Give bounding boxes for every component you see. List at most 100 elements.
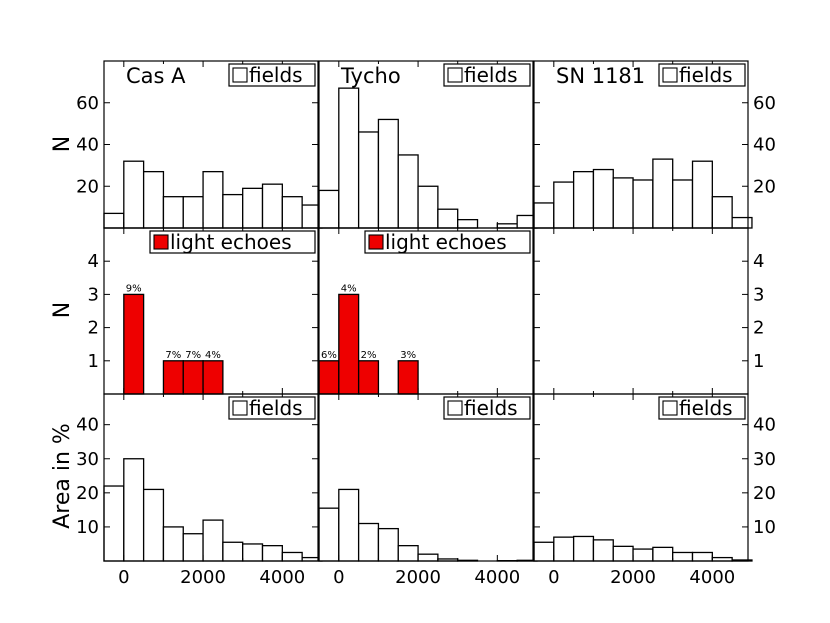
- tycho-area-row-bar: [397, 545, 419, 562]
- sn1181-area-row-bar: [632, 548, 654, 562]
- sn1181-area-row-xtick-label: 4000: [689, 567, 735, 588]
- sn1181-echoes-row-panel: 1 2 3 4: [533, 227, 764, 395]
- sn1181-fields-row-bar: [731, 216, 753, 229]
- cas-a-echoes-row-legend-label: light echoes: [170, 230, 292, 254]
- cas-a-echoes-row-bar: [123, 293, 145, 395]
- sn1181-fields-row-bar: [691, 160, 713, 229]
- tycho-fields-row-bar: [318, 189, 340, 229]
- cas-a-area-row-ytick-label: 40: [76, 415, 99, 436]
- tycho-area-row-bar: [338, 488, 360, 562]
- cas-a-echoes-row-bar-percent-label: 9%: [126, 283, 142, 294]
- sn1181-area-row-bar: [572, 535, 595, 562]
- tycho-area-row-xtick-label: 0: [333, 567, 344, 588]
- row-0-ylabel: N: [50, 136, 75, 152]
- tycho-echoes-row-bar: [357, 360, 380, 395]
- cas-a-fields-row-bar: [103, 212, 125, 229]
- tycho-fields-row-bar: [496, 223, 518, 229]
- cas-a-fields-row-legend-box: [228, 63, 316, 87]
- axis-labels-layer: N N Area in %: [50, 136, 75, 529]
- tycho-area-row-xtick-label: 2000: [395, 567, 441, 588]
- tycho-echoes-row-bar-percent-label: 4%: [341, 283, 357, 294]
- cas-a-fields-row-title: Cas A: [126, 64, 186, 88]
- tycho-area-row-bar: [417, 553, 439, 562]
- cas-a-echoes-row-ytick-label: 2: [88, 318, 99, 339]
- sn1181-fields-row-legend-box: [658, 63, 746, 87]
- sn1181-echoes-row-ytick-label: 3: [753, 284, 764, 305]
- sn1181-area-row-bar: [691, 551, 713, 562]
- sn1181-fields-row-bar: [652, 158, 674, 229]
- tycho-fields-row-bar: [357, 131, 380, 229]
- cas-a-echoes-row-ytick-label: 4: [88, 251, 99, 272]
- sn1181-fields-row-ytick-label: 60: [753, 93, 776, 114]
- cas-a-echoes-row-panel: 9% 7% 7% 4% 1 2 3 4 light echoes: [88, 227, 319, 395]
- cas-a-fields-row-legend-swatch: [232, 67, 248, 83]
- cas-a-echoes-row-bar: [162, 360, 184, 395]
- cas-a-area-row-bar: [123, 458, 145, 562]
- cas-a-area-row-bar: [242, 543, 264, 562]
- sn1181-area-row-bar: [592, 539, 614, 562]
- tycho-fields-row-bar: [338, 87, 360, 229]
- cas-a-area-row-ytick-label: 30: [76, 449, 99, 470]
- tycho-fields-row-bar: [457, 218, 479, 229]
- cas-a-fields-row-ytick-label: 40: [76, 135, 99, 156]
- tycho-area-row-bar: [377, 527, 399, 562]
- sn1181-echoes-row-ytick-label: 2: [753, 318, 764, 339]
- sn1181-area-row-ytick-label: 20: [753, 483, 776, 504]
- cas-a-area-row-bar: [281, 551, 303, 562]
- sn1181-fields-row-bar: [632, 179, 654, 229]
- sn1181-area-row-legend: fields: [658, 396, 746, 420]
- sn1181-echoes-row-frame: [533, 227, 749, 395]
- sn1181-fields-row-title: SN 1181: [556, 64, 645, 88]
- sn1181-fields-row-bar: [612, 177, 634, 229]
- cas-a-area-row-bar: [202, 519, 224, 562]
- cas-a-fields-row-bar: [142, 170, 165, 229]
- sn1181-area-row-ytick-label: 40: [753, 415, 776, 436]
- tycho-area-row-bar: [357, 522, 380, 562]
- tycho-echoes-row-bar-percent-label: 3%: [400, 350, 416, 361]
- tycho-fields-row-bar: [437, 208, 459, 229]
- cas-a-echoes-row-bar: [202, 360, 224, 395]
- sn1181-fields-row-ytick-label: 40: [753, 135, 776, 156]
- cas-a-echoes-row-legend: light echoes: [149, 230, 316, 254]
- cas-a-area-row-legend: fields: [228, 396, 316, 420]
- cas-a-echoes-row-ytick-label: 1: [88, 351, 99, 372]
- sn1181-area-row-panel: 10 20 30 40 0 2000 4000 fields: [533, 393, 776, 588]
- cas-a-echoes-row-bar-percent-label: 7%: [185, 350, 201, 361]
- cas-a-fields-row-panel: 20 40 60 Cas A fields: [76, 60, 323, 229]
- sn1181-area-row-xtick-label: 2000: [610, 567, 656, 588]
- cas-a-fields-row-legend: fields: [228, 63, 316, 87]
- tycho-area-row-panel: 0 2000 4000 fields: [318, 393, 538, 588]
- tycho-area-row-legend: fields: [443, 396, 531, 420]
- sn1181-fields-row-legend-label: fields: [679, 63, 733, 87]
- tycho-echoes-row-panel: 6% 4% 2% 3% light echoes: [318, 227, 534, 395]
- sn1181-area-row-legend-label: fields: [679, 396, 733, 420]
- sn1181-area-row-bar: [533, 541, 555, 562]
- cas-a-area-row-bar: [142, 488, 165, 562]
- cas-a-area-row-bar: [103, 485, 125, 562]
- tycho-fields-row-title: Tycho: [340, 64, 401, 88]
- tycho-echoes-row-legend: light echoes: [364, 230, 531, 254]
- cas-a-area-row-xtick-label: 2000: [180, 567, 226, 588]
- sn1181-fields-row-bar: [592, 168, 614, 229]
- sn1181-fields-row-bar: [672, 179, 694, 229]
- sn1181-echoes-row-ytick-label: 4: [753, 251, 764, 272]
- sn1181-fields-row-legend-swatch: [662, 67, 678, 83]
- cas-a-area-row-legend-swatch: [232, 400, 248, 416]
- cas-a-area-row-bar: [261, 545, 283, 562]
- cas-a-area-row-bar: [182, 533, 204, 562]
- sn1181-fields-row-bar: [711, 196, 733, 229]
- sn1181-fields-row-bar: [533, 202, 555, 229]
- cas-a-echoes-row-legend-box: [149, 230, 316, 254]
- tycho-fields-row-legend-label: fields: [464, 63, 518, 87]
- sn1181-area-row-bar: [672, 551, 694, 562]
- cas-a-fields-row-ytick-label: 60: [76, 93, 99, 114]
- cas-a-area-row-panel: 10 20 30 40 0 2000 4000 fields: [76, 393, 323, 588]
- tycho-area-row-legend-label: fields: [464, 396, 518, 420]
- cas-a-fields-row-legend-label: fields: [249, 63, 303, 87]
- tycho-area-row-xtick-label: 4000: [474, 567, 520, 588]
- tycho-echoes-row-bar: [318, 360, 340, 395]
- cas-a-fields-row-bar: [222, 193, 244, 229]
- tycho-echoes-row-bar: [397, 360, 419, 395]
- cas-a-fields-row-bar: [123, 160, 145, 229]
